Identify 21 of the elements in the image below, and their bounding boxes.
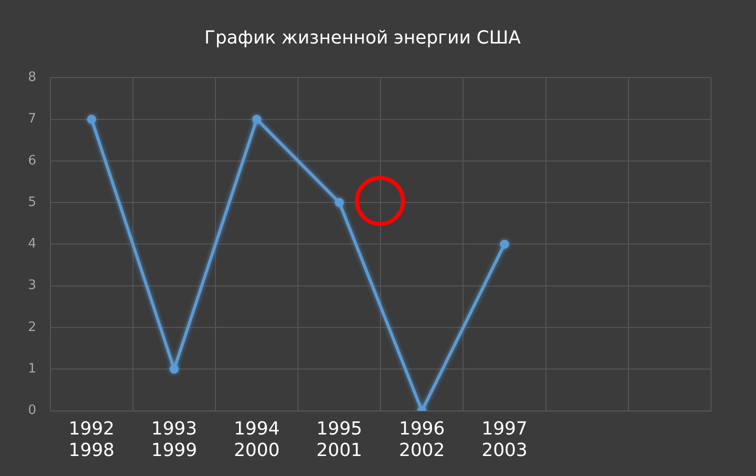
x-tick-label: 1995 2001 (316, 418, 362, 461)
point (252, 114, 262, 124)
point (87, 114, 96, 124)
y-tick-label: 1 (28, 362, 36, 377)
point (170, 364, 179, 374)
y-tick-label: 0 (28, 403, 36, 418)
x-tick-label: 1996 2002 (399, 418, 445, 461)
y-tick-label: 2 (28, 320, 36, 335)
x-tick-label: 1992 1998 (68, 418, 114, 461)
y-tick-label: 8 (28, 70, 36, 85)
y-tick-label: 5 (28, 194, 36, 210)
y-tick-label: 4 (28, 236, 36, 252)
y-tick-label: 7 (28, 112, 36, 127)
point (500, 240, 510, 249)
x-tick-label: 1997 2003 (482, 418, 528, 461)
y-tick-label: 6 (28, 153, 36, 168)
point (334, 198, 344, 208)
y-tick-label: 3 (28, 278, 36, 294)
x-tick-label: 1993 1999 (151, 418, 198, 461)
chart-title: График жизненной энергии США (204, 27, 522, 48)
x-tick-label: 1994 2000 (234, 418, 280, 461)
